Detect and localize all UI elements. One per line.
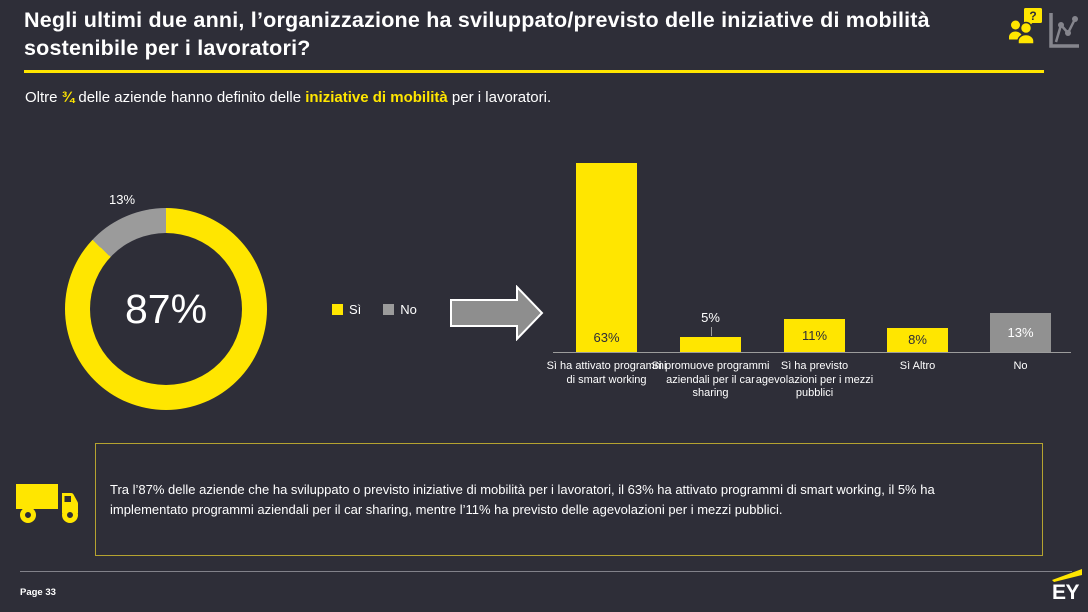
subtitle-pre: Oltre bbox=[25, 89, 62, 106]
donut-ring bbox=[65, 208, 267, 410]
bar-category-label: Sì Altro bbox=[899, 360, 936, 372]
bar-value-label: 5% bbox=[701, 310, 720, 325]
bar-value-label: 13% bbox=[1007, 324, 1034, 340]
truck-icon bbox=[16, 484, 78, 523]
subtitle-mid: delle aziende hanno definito delle bbox=[74, 89, 306, 106]
title-underline bbox=[24, 70, 1044, 73]
right-arrow-icon bbox=[450, 285, 544, 341]
subtitle-highlight: iniziative di mobilità bbox=[305, 89, 448, 106]
donut-legend: Sì No bbox=[332, 302, 417, 317]
bar-category-label: Sì ha attivato programmi di smart workin… bbox=[546, 360, 667, 386]
bar-4 bbox=[887, 328, 948, 352]
footer-divider bbox=[20, 571, 1072, 572]
subtitle-fraction: ¾ bbox=[61, 89, 75, 106]
ey-logo: EY bbox=[1052, 569, 1084, 603]
ey-logo-text: EY bbox=[1052, 581, 1080, 604]
donut-center-value: 87% bbox=[124, 285, 208, 332]
bar-2 bbox=[680, 337, 741, 352]
bar-value-label: 11% bbox=[801, 327, 828, 343]
legend-swatch bbox=[332, 304, 343, 315]
donut-callout-label: 13% bbox=[108, 192, 136, 207]
page-title: Negli ultimi due anni, l’organizzazione … bbox=[24, 8, 930, 60]
bar-category-label: No bbox=[1013, 360, 1028, 372]
svg-text:?: ? bbox=[1029, 9, 1036, 23]
bar-value-label: 8% bbox=[908, 332, 927, 347]
legend-swatch bbox=[383, 304, 395, 315]
note-box: Tra l’87% delle aziende che ha sviluppat… bbox=[95, 443, 1043, 556]
note-text: Tra l’87% delle aziende che ha sviluppat… bbox=[110, 481, 935, 517]
legend-item-sì: Sì bbox=[332, 302, 361, 317]
bar-category-label: Sì ha previsto agevolazioni per i mezzi … bbox=[755, 360, 874, 399]
bar-5 bbox=[990, 313, 1051, 352]
bar-value-label: 63% bbox=[593, 330, 620, 345]
legend-label: Sì bbox=[349, 302, 362, 317]
ey-beam-icon bbox=[1052, 569, 1082, 582]
page-number: Page 33 bbox=[20, 587, 56, 598]
subtitle: Oltre ¾ delle aziende hanno definito del… bbox=[25, 89, 551, 106]
bar-chart-axis bbox=[553, 352, 1071, 353]
bar-1 bbox=[576, 163, 637, 352]
subtitle-post: per i lavoratori. bbox=[447, 89, 552, 106]
legend-item-no: No bbox=[383, 302, 417, 317]
label-connector bbox=[710, 327, 712, 336]
people-question-icon: ? bbox=[1009, 8, 1042, 45]
bar-category-label: Sì promuove programmi aziendali per il c… bbox=[651, 360, 770, 399]
line-chart-icon bbox=[1049, 13, 1079, 48]
bar-3 bbox=[784, 319, 845, 352]
legend-label: No bbox=[400, 302, 417, 317]
